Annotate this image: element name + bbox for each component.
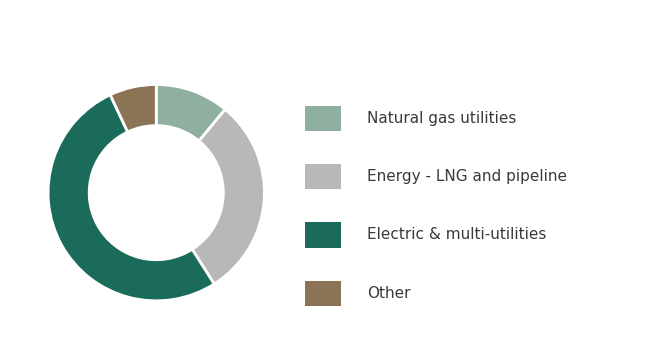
Wedge shape [110, 84, 156, 132]
Text: Electric & multi-utilities: Electric & multi-utilities [367, 227, 546, 242]
FancyBboxPatch shape [305, 164, 341, 189]
Text: Natural gas utilities: Natural gas utilities [367, 111, 516, 126]
Text: Hennessy Gas Utility Fund Composition: Hennessy Gas Utility Fund Composition [94, 20, 557, 40]
Text: Other: Other [367, 286, 410, 301]
Text: Energy - LNG and pipeline: Energy - LNG and pipeline [367, 169, 566, 184]
Wedge shape [48, 95, 214, 301]
Wedge shape [192, 109, 264, 284]
FancyBboxPatch shape [305, 222, 341, 247]
FancyBboxPatch shape [305, 105, 341, 131]
FancyBboxPatch shape [305, 281, 341, 306]
Wedge shape [156, 84, 225, 141]
